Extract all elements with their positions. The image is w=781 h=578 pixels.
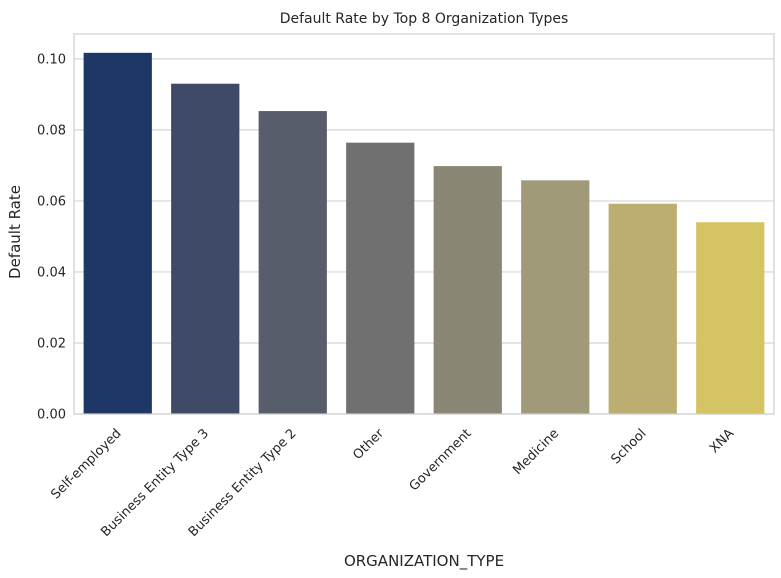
y-tick-label: 0.04 (37, 265, 66, 280)
y-tick-label: 0.02 (37, 336, 66, 351)
bar (171, 84, 239, 414)
x-axis-label: ORGANIZATION_TYPE (344, 552, 504, 571)
bar (84, 53, 152, 414)
bar (346, 143, 414, 414)
bar (696, 222, 764, 414)
bar (521, 180, 589, 414)
bar (434, 166, 502, 414)
y-tick-label: 0.06 (37, 194, 66, 209)
bar (259, 111, 327, 414)
chart-title: Default Rate by Top 8 Organization Types (280, 11, 569, 27)
y-tick-label: 0.10 (37, 52, 66, 67)
y-tick-label: 0.00 (37, 408, 66, 423)
y-tick-label: 0.08 (37, 123, 66, 138)
bar (609, 204, 677, 414)
y-axis-label: Default Rate (6, 185, 24, 279)
